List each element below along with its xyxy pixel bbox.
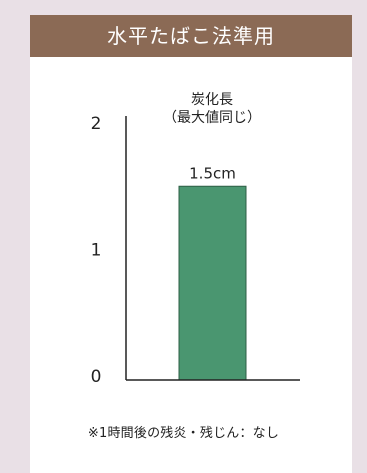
footnote: ※1時間後の残炎・残じん：なし xyxy=(87,426,280,441)
chart-card: 水平たばこ法準用 xyxy=(30,15,352,473)
bar-value-label: 1.5cm xyxy=(189,164,236,182)
category-label-line-0: 炭化長 xyxy=(191,92,233,108)
y-tick-labels: 0 1 2 xyxy=(91,114,102,387)
y-tick-label-0: 0 xyxy=(91,367,102,387)
bar-0 xyxy=(178,185,247,381)
bars xyxy=(178,185,247,381)
bar-labels: 1.5cm 炭化長 （最大値同じ） xyxy=(163,92,261,182)
y-tick-label-1: 1 xyxy=(91,241,102,261)
y-tick-label-2: 2 xyxy=(91,114,102,134)
category-label-line-1: （最大値同じ） xyxy=(163,110,261,126)
chart-title-banner: 水平たばこ法準用 xyxy=(30,15,352,57)
